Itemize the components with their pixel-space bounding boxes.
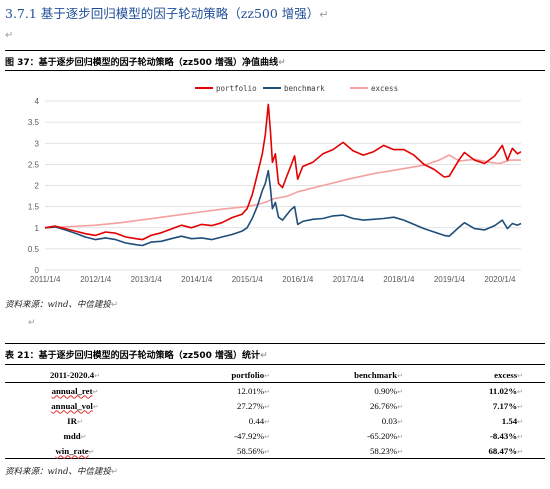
table-cell: 68.47%↵: [411, 443, 545, 459]
series-line-excess: [44, 154, 521, 229]
x-tick-label: 2016/1/4: [282, 275, 314, 284]
paragraph-mark-icon: ↵: [278, 58, 286, 68]
table-header: 2011-2020.4↵: [5, 367, 145, 383]
x-tick-label: 2011/1/4: [30, 275, 61, 284]
table-source-text: 资料来源：wind、中信建投: [5, 467, 111, 477]
table-cell: 58.56%↵: [145, 443, 278, 459]
paragraph-mark-icon: ↵: [319, 8, 329, 21]
y-tick-label: 2: [35, 182, 40, 191]
table-cell: 1.54↵: [501, 415, 523, 426]
table-cell: 0.90%↵: [374, 385, 403, 396]
x-tick-label: 2018/1/4: [383, 275, 415, 284]
legend-label-excess: excess: [371, 84, 398, 93]
table-row: win_rate↵ 58.56%↵ 58.23%↵ 68.47%↵: [5, 443, 545, 459]
paragraph-mark-icon: ↵: [260, 351, 268, 361]
table-cell: 27.27%↵: [237, 400, 270, 411]
y-tick-label: 1: [35, 224, 40, 233]
y-tick-label: 3: [35, 139, 40, 148]
caption-divider: [5, 343, 545, 344]
table-cell: 58.23%↵: [278, 443, 411, 459]
table-cell: 0.03↵: [381, 415, 403, 426]
y-tick-label: 3.5: [28, 118, 40, 127]
net-value-chart: 0 0.5 1 1.5 2 2.5 3 3.5 4 2011/1/4 2012/1/4 2013/1/…: [28, 84, 522, 284]
table-cell: -65.20%↵: [367, 430, 403, 441]
figure-caption: 图 37：基于逐步回归模型的因子轮动策略（zz500 增强）净值曲线↵: [5, 55, 286, 68]
figure-source: 资料来源：wind、中信建投↵: [5, 298, 118, 310]
table-row: mdd↵ -47.92%↵ -65.20%↵ -8.43%↵: [5, 428, 545, 443]
table-header-row: 2011-2020.4↵ portfolio↵ benchmark↵ exces…: [5, 367, 545, 383]
table-row: annual_ret↵ 12.01%↵ 0.90%↵ 11.02%↵: [5, 383, 545, 399]
table-cell: mdd↵: [63, 430, 87, 441]
y-tick-label: 1.5: [28, 203, 40, 212]
series-line-portfolio: [44, 103, 522, 241]
paragraph-mark-icon: ↵: [5, 30, 14, 41]
table-cell: annual_ret↵: [51, 385, 99, 396]
y-tick-label: 4: [35, 97, 40, 106]
paragraph-mark-icon: ↵: [110, 300, 119, 310]
caption-divider: [5, 50, 545, 51]
x-tick-label: 2019/1/4: [434, 275, 466, 284]
table-cell: 11.02%↵: [489, 385, 523, 396]
table-source: 资料来源：wind、中信建投↵: [5, 465, 118, 477]
table-row: IR↵ 0.44↵ 0.03↵ 1.54↵: [5, 413, 545, 428]
legend-label-benchmark: benchmark: [284, 84, 325, 93]
legend-label-portfolio: portfolio: [216, 84, 257, 93]
x-tick-label: 2012/1/4: [80, 275, 112, 284]
table-cell: annual_vol↵: [51, 400, 99, 411]
x-tick-label: 2014/1/4: [181, 275, 213, 284]
table-caption-text: 表 21：基于逐步回归模型的因子轮动策略（zz500 增强）统计: [5, 351, 261, 361]
table-cell: 7.17%↵: [492, 400, 523, 411]
table-cell: 26.76%↵: [370, 400, 403, 411]
paragraph-mark-icon: ↵: [110, 467, 119, 477]
x-tick-label: 2017/1/4: [333, 275, 365, 284]
figure-source-text: 资料来源：wind、中信建投: [5, 300, 111, 310]
section-title: 3.7.1 基于逐步回归模型的因子轮动策略（zz500 增强）↵: [5, 3, 329, 22]
y-tick-label: 0.5: [28, 245, 40, 254]
figure-caption-text: 图 37：基于逐步回归模型的因子轮动策略（zz500 增强）净值曲线: [5, 58, 279, 68]
paragraph-mark-icon: ↵: [28, 318, 36, 328]
table-cell: -8.43%↵: [490, 430, 523, 441]
table-row: annual_vol↵ 27.27%↵ 26.76%↵ 7.17%↵: [5, 398, 545, 413]
x-tick-label: 2013/1/4: [131, 275, 163, 284]
stats-table: 2011-2020.4↵ portfolio↵ benchmark↵ exces…: [5, 367, 545, 459]
caption-divider: [5, 70, 545, 71]
table-cell: 0.44↵: [248, 415, 270, 426]
table-header: portfolio↵: [145, 367, 278, 383]
table-cell: win_rate↵: [5, 443, 145, 459]
y-tick-label: 0: [35, 266, 40, 275]
table-caption: 表 21：基于逐步回归模型的因子轮动策略（zz500 增强）统计↵: [5, 348, 268, 361]
x-tick-label: 2015/1/4: [232, 275, 264, 284]
caption-divider: [5, 364, 545, 365]
table-header: benchmark↵: [278, 367, 411, 383]
table-cell: -47.92%↵: [234, 430, 270, 441]
series-line-benchmark: [44, 169, 522, 247]
x-tick-label: 2020/1/4: [484, 275, 516, 284]
y-tick-label: 2.5: [28, 160, 40, 169]
table-cell: IR↵: [67, 415, 83, 426]
section-title-text: 3.7.1 基于逐步回归模型的因子轮动策略（zz500 增强）: [5, 6, 320, 21]
table-cell: 12.01%↵: [237, 385, 270, 396]
table-header: excess↵: [411, 367, 545, 383]
